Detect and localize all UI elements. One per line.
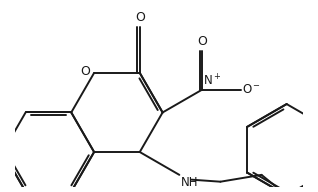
Text: O: O	[81, 65, 91, 78]
Text: O: O	[197, 35, 207, 48]
Text: O: O	[135, 11, 145, 24]
Text: O$^-$: O$^-$	[242, 83, 261, 96]
Text: NH: NH	[181, 176, 198, 189]
Text: N$^+$: N$^+$	[203, 73, 222, 89]
